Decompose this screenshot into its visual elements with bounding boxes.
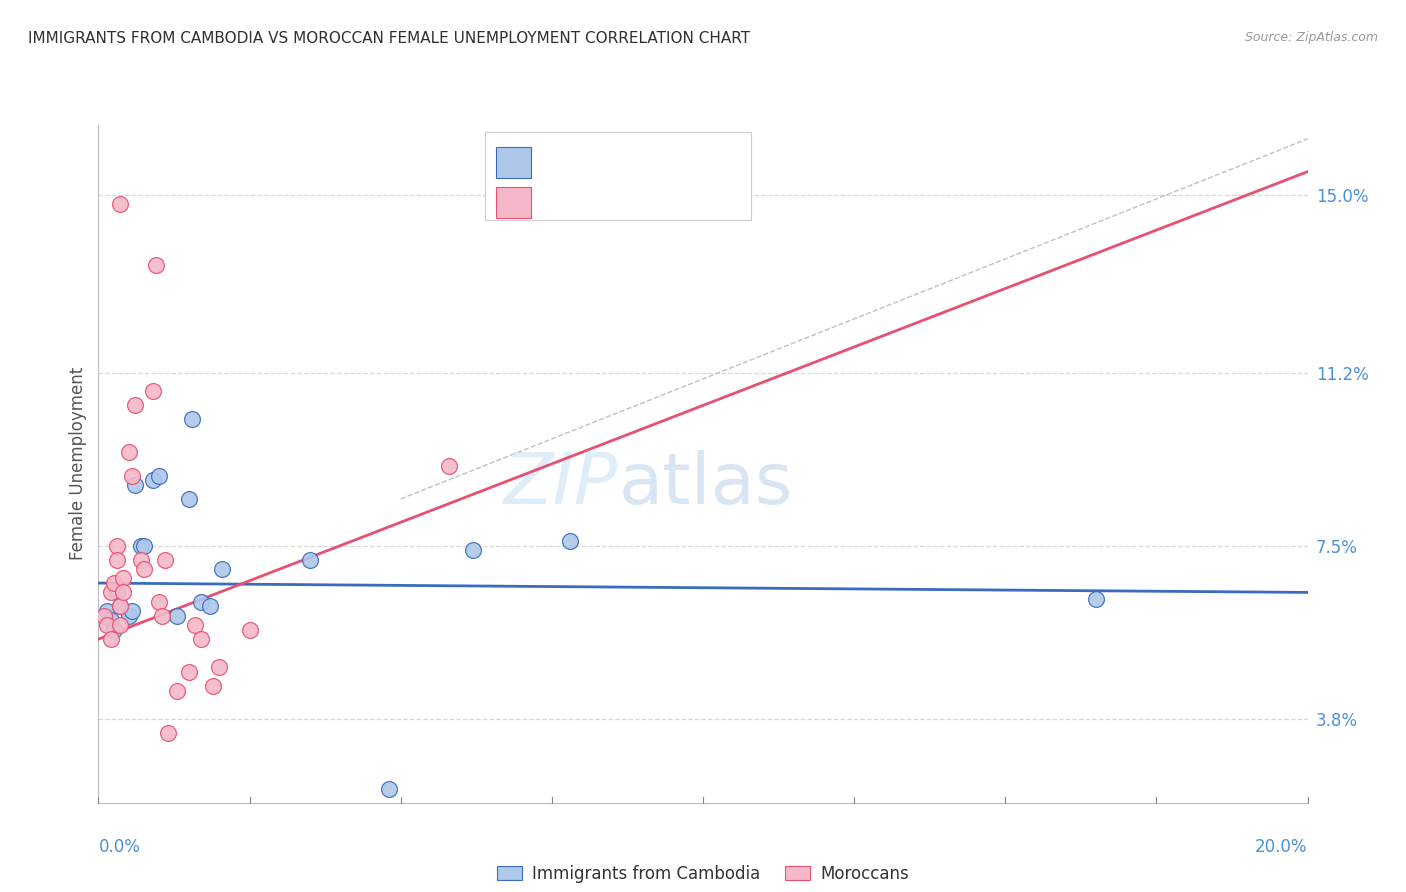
Point	[558, 533, 581, 548]
Point	[184, 618, 207, 632]
Point	[108, 197, 131, 211]
Point	[202, 679, 225, 693]
Point	[108, 599, 131, 614]
Text: R =  0.419   N =  31: R = 0.419 N = 31	[541, 195, 709, 209]
Text: IMMIGRANTS FROM CAMBODIA VS MOROCCAN FEMALE UNEMPLOYMENT CORRELATION CHART: IMMIGRANTS FROM CAMBODIA VS MOROCCAN FEM…	[28, 31, 751, 46]
Text: Source: ZipAtlas.com: Source: ZipAtlas.com	[1244, 31, 1378, 45]
Point	[111, 571, 134, 585]
Point	[142, 384, 165, 399]
Point	[129, 552, 152, 566]
Point	[179, 665, 201, 679]
Point	[132, 539, 155, 553]
Point	[118, 608, 141, 623]
Point	[132, 562, 155, 576]
Text: ZIP: ZIP	[503, 450, 619, 518]
Point	[208, 660, 231, 674]
Point	[299, 552, 322, 566]
Legend: Immigrants from Cambodia, Moroccans: Immigrants from Cambodia, Moroccans	[491, 858, 915, 889]
Point	[121, 604, 143, 618]
Point	[156, 725, 179, 739]
Point	[96, 604, 118, 618]
Point	[129, 539, 152, 553]
Point	[190, 595, 212, 609]
Point	[103, 576, 125, 591]
Point	[108, 599, 131, 614]
Point	[150, 608, 173, 623]
Point	[100, 632, 122, 647]
Point	[96, 618, 118, 632]
Point	[153, 552, 176, 566]
Point	[124, 478, 146, 492]
Y-axis label: Female Unemployment: Female Unemployment	[69, 368, 87, 560]
Point	[100, 614, 122, 628]
Point	[166, 608, 188, 623]
Point	[148, 468, 170, 483]
Text: R = -0.018   N = 20: R = -0.018 N = 20	[541, 155, 700, 169]
Point	[105, 585, 128, 599]
Point	[239, 623, 262, 637]
Text: 20.0%: 20.0%	[1256, 838, 1308, 856]
Point	[437, 459, 460, 474]
Text: 0.0%: 0.0%	[98, 838, 141, 856]
Point	[179, 491, 201, 506]
Point	[105, 552, 128, 566]
Point	[190, 632, 212, 647]
Point	[105, 539, 128, 553]
Point	[377, 781, 399, 796]
Point	[108, 618, 131, 632]
Point	[93, 608, 115, 623]
Point	[200, 599, 222, 614]
Point	[118, 445, 141, 459]
Point	[124, 398, 146, 412]
Point	[142, 473, 165, 487]
Text: atlas: atlas	[619, 450, 793, 518]
Point	[103, 623, 125, 637]
Point	[148, 595, 170, 609]
Point	[111, 585, 134, 599]
Point	[463, 543, 485, 558]
Point	[121, 468, 143, 483]
Point	[181, 412, 204, 426]
Point	[1085, 592, 1108, 607]
Point	[166, 683, 188, 698]
Point	[211, 562, 233, 576]
Point	[100, 585, 122, 599]
Point	[145, 258, 167, 272]
